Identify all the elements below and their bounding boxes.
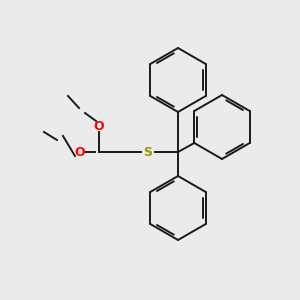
Text: O: O [94,119,104,133]
Text: O: O [75,146,85,158]
Text: S: S [143,146,152,158]
